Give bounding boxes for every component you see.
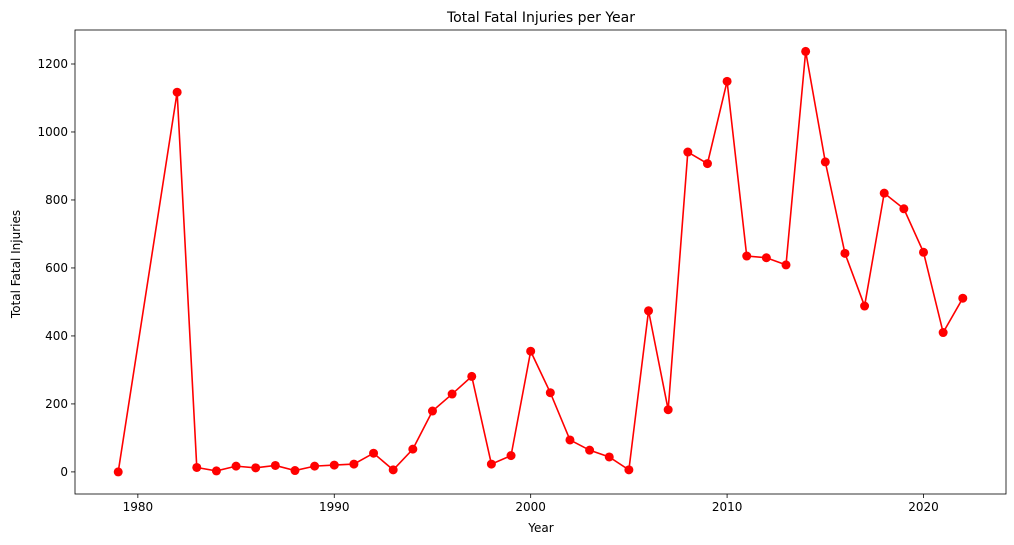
data-point bbox=[192, 462, 202, 472]
plot-frame bbox=[74, 29, 1007, 495]
chart-title: Total Fatal Injuries per Year bbox=[446, 10, 635, 26]
data-point bbox=[860, 301, 870, 311]
data-point bbox=[113, 467, 123, 477]
data-point bbox=[467, 371, 477, 381]
data-point bbox=[290, 466, 300, 476]
data-point bbox=[329, 460, 339, 470]
y-axis: 0 200 400 600 800 1000 1200 bbox=[37, 57, 75, 479]
y-tick-label: 800 bbox=[45, 193, 68, 207]
data-point bbox=[486, 459, 496, 469]
data-point bbox=[310, 461, 320, 471]
x-tick-label: 2010 bbox=[712, 500, 743, 514]
data-point bbox=[840, 248, 850, 258]
data-point bbox=[958, 293, 968, 303]
y-tick-label: 600 bbox=[45, 261, 68, 275]
data-point bbox=[211, 466, 221, 476]
data-point bbox=[565, 435, 575, 445]
y-tick-label: 400 bbox=[45, 329, 68, 343]
data-point bbox=[526, 346, 536, 356]
data-point bbox=[270, 460, 280, 470]
data-point bbox=[919, 247, 929, 257]
x-tick-label: 2000 bbox=[515, 500, 546, 514]
data-point bbox=[683, 147, 693, 157]
data-point bbox=[172, 87, 182, 97]
data-point bbox=[899, 204, 909, 214]
plot-area bbox=[74, 29, 1007, 495]
data-point bbox=[624, 465, 634, 475]
data-point bbox=[702, 159, 712, 169]
y-axis-label: Total Fatal Injuries bbox=[9, 210, 23, 319]
x-tick-label: 1980 bbox=[123, 500, 154, 514]
data-point bbox=[585, 445, 595, 455]
series-group bbox=[113, 46, 968, 477]
x-axis: 1980 1990 2000 2010 2020 bbox=[123, 494, 939, 514]
data-point bbox=[369, 448, 379, 458]
data-point bbox=[388, 465, 398, 475]
data-point bbox=[644, 306, 654, 316]
data-point bbox=[663, 405, 673, 415]
x-tick-label: 1990 bbox=[319, 500, 350, 514]
data-point bbox=[938, 328, 948, 338]
data-point bbox=[447, 389, 457, 399]
x-tick-label: 2020 bbox=[908, 500, 939, 514]
data-point bbox=[545, 388, 555, 398]
data-point bbox=[879, 188, 889, 198]
y-tick-label: 0 bbox=[60, 465, 68, 479]
data-point bbox=[742, 251, 752, 261]
series-line bbox=[117, 51, 964, 473]
data-point bbox=[781, 260, 791, 270]
data-point bbox=[604, 452, 614, 462]
data-point bbox=[506, 451, 516, 461]
y-tick-label: 1200 bbox=[37, 57, 68, 71]
data-point bbox=[349, 459, 359, 469]
x-axis-label: Year bbox=[527, 521, 553, 535]
data-point bbox=[820, 157, 830, 167]
y-tick-label: 1000 bbox=[37, 125, 68, 139]
data-point bbox=[801, 46, 811, 56]
data-point bbox=[231, 461, 241, 471]
y-tick-label: 200 bbox=[45, 397, 68, 411]
data-point bbox=[722, 76, 732, 86]
data-point bbox=[251, 463, 261, 473]
data-point bbox=[427, 406, 437, 416]
data-point bbox=[761, 253, 771, 263]
data-point bbox=[408, 444, 418, 454]
